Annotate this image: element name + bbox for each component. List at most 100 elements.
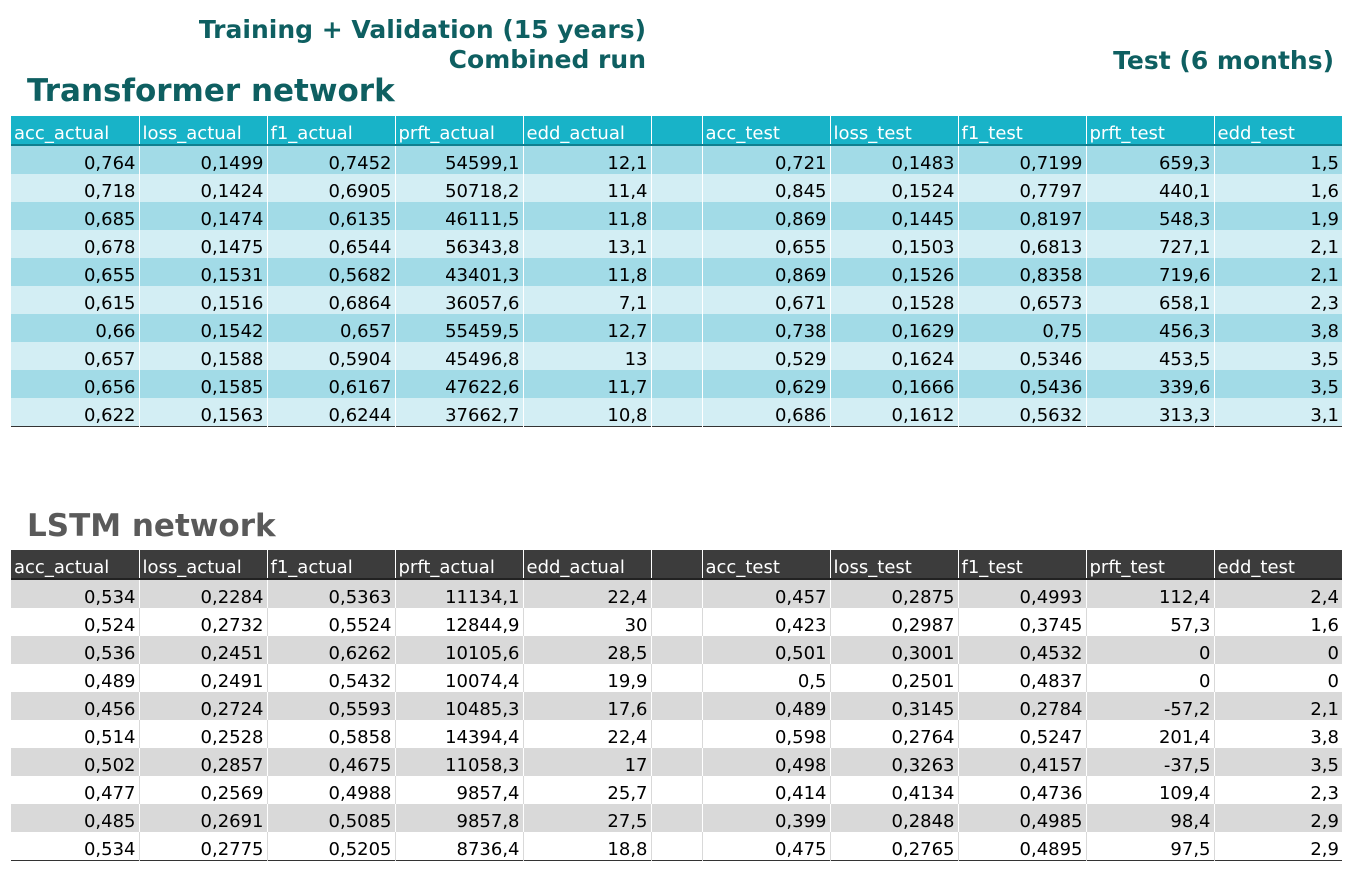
table-cell: 0,456 [11,692,140,720]
table-cell: 0,3145 [830,692,959,720]
table-cell: 2,3 [1214,776,1342,804]
table-cell: 0,4895 [958,832,1087,861]
table-cell: 45496,8 [395,342,524,370]
table-row: 0,534 0,2775 0,5205 8736,4 18,8 0,475 0,2765 0,… [11,832,1342,861]
table-cell: 0,2857 [139,748,268,776]
table-cell: 7,1 [523,286,652,314]
table-cell: -57,2 [1086,692,1215,720]
table-cell: 14394,4 [395,720,524,748]
table-cell: 0,1516 [139,286,268,314]
table-cell: 659,3 [1086,144,1215,174]
table-cell: 0,5593 [267,692,396,720]
table-cell: 0,738 [702,314,831,342]
column-header-loss-test: loss_test [830,116,959,145]
table-row: 0,536 0,2451 0,6262 10105,6 28,5 0,501 0,3001 0… [11,636,1342,664]
table-row: 0,514 0,2528 0,5858 14394,4 22,4 0,598 0,2764 0… [11,720,1342,748]
table-cell: 0,5436 [958,370,1087,398]
table-cell [651,174,703,202]
table-cell: 0,721 [702,144,831,174]
table-cell [651,578,703,608]
column-header-f1-test: f1_test [958,116,1087,145]
table-cell: 0,534 [11,832,140,861]
table-cell: 3,8 [1214,720,1342,748]
table-cell: 0,5085 [267,804,396,832]
table-row: 0,485 0,2691 0,5085 9857,8 27,5 0,399 0,2848 0,… [11,804,1342,832]
table-cell: 1,6 [1214,174,1342,202]
table-cell: 0,457 [702,578,831,608]
table-cell: 0,5346 [958,342,1087,370]
table-cell: 12,1 [523,144,652,174]
table-cell [651,748,703,776]
table-cell: 0,502 [11,748,140,776]
table-cell: 0,5682 [267,258,396,286]
table-cell [651,832,703,861]
table-cell: 3,5 [1214,748,1342,776]
table-cell: 0,399 [702,804,831,832]
table-cell: 47622,6 [395,370,524,398]
table-cell [651,776,703,804]
table-header-row: acc_actual loss_actual f1_actual prft_actua… [11,116,1342,145]
table-cell: 0,1542 [139,314,268,342]
table-cell: 0,4675 [267,748,396,776]
column-header-loss-test: loss_test [830,550,959,579]
table-cell: 0,477 [11,776,140,804]
table-cell: 36057,6 [395,286,524,314]
column-header-f1-actual: f1_actual [267,116,396,145]
table-cell [651,230,703,258]
table-cell: 0 [1214,664,1342,692]
table-cell [651,286,703,314]
table-cell: 0,655 [11,258,140,286]
training-validation-header: Training + Validation (15 years) [198,15,646,44]
table-cell: 1,5 [1214,144,1342,174]
table-cell [651,636,703,664]
table-cell: 0,489 [702,692,831,720]
column-header-prft-test: prft_test [1086,116,1215,145]
table-cell: 0,5858 [267,720,396,748]
table-row: 0,718 0,1424 0,6905 50718,2 11,4 0,845 0,1524 0… [11,174,1342,202]
table-row: 0,524 0,2732 0,5524 12844,9 30 0,423 0,2987 0,3… [11,608,1342,636]
table-cell: 0,2451 [139,636,268,664]
table-cell: 2,1 [1214,230,1342,258]
table-cell: 0,498 [702,748,831,776]
table-cell: 0,1666 [830,370,959,398]
table-cell: 0,1475 [139,230,268,258]
table-cell: 43401,3 [395,258,524,286]
table-cell [651,692,703,720]
table-cell: 0,5632 [958,398,1087,427]
table-cell: 11058,3 [395,748,524,776]
table-cell: 11,7 [523,370,652,398]
table-cell: 2,9 [1214,832,1342,861]
column-header-edd-actual: edd_actual [523,550,652,579]
table-cell: 3,1 [1214,398,1342,427]
table-cell: 12,7 [523,314,652,342]
table-cell: 0,2764 [830,720,959,748]
table-cell: 0,4993 [958,578,1087,608]
table-cell: 0,75 [958,314,1087,342]
column-header-edd-actual: edd_actual [523,116,652,145]
table-cell: 0,622 [11,398,140,427]
table-cell: 2,9 [1214,804,1342,832]
table-cell: 27,5 [523,804,652,832]
table-cell: 0,3745 [958,608,1087,636]
table-cell: 10485,3 [395,692,524,720]
test-period-header: Test (6 months) [1113,46,1334,75]
table-cell: 30 [523,608,652,636]
transformer-results-table: acc_actual loss_actual f1_actual prft_actua… [11,116,1342,427]
table-cell: 0,5247 [958,720,1087,748]
table-cell: 0 [1214,636,1342,664]
table-cell: 2,1 [1214,258,1342,286]
table-cell: 0,655 [702,230,831,258]
transformer-section-title: Transformer network [27,73,395,109]
table-cell: 0,657 [11,342,140,370]
table-cell: 0,3001 [830,636,959,664]
table-cell: 12844,9 [395,608,524,636]
column-header-edd-test: edd_test [1214,550,1342,579]
table-cell: 0,5 [702,664,831,692]
table-cell [651,804,703,832]
table-cell: 19,9 [523,664,652,692]
table-cell: 0,4837 [958,664,1087,692]
table-cell: 0,2765 [830,832,959,861]
table-cell: 0,1629 [830,314,959,342]
column-header-prft-test: prft_test [1086,550,1215,579]
table-cell: 37662,7 [395,398,524,427]
